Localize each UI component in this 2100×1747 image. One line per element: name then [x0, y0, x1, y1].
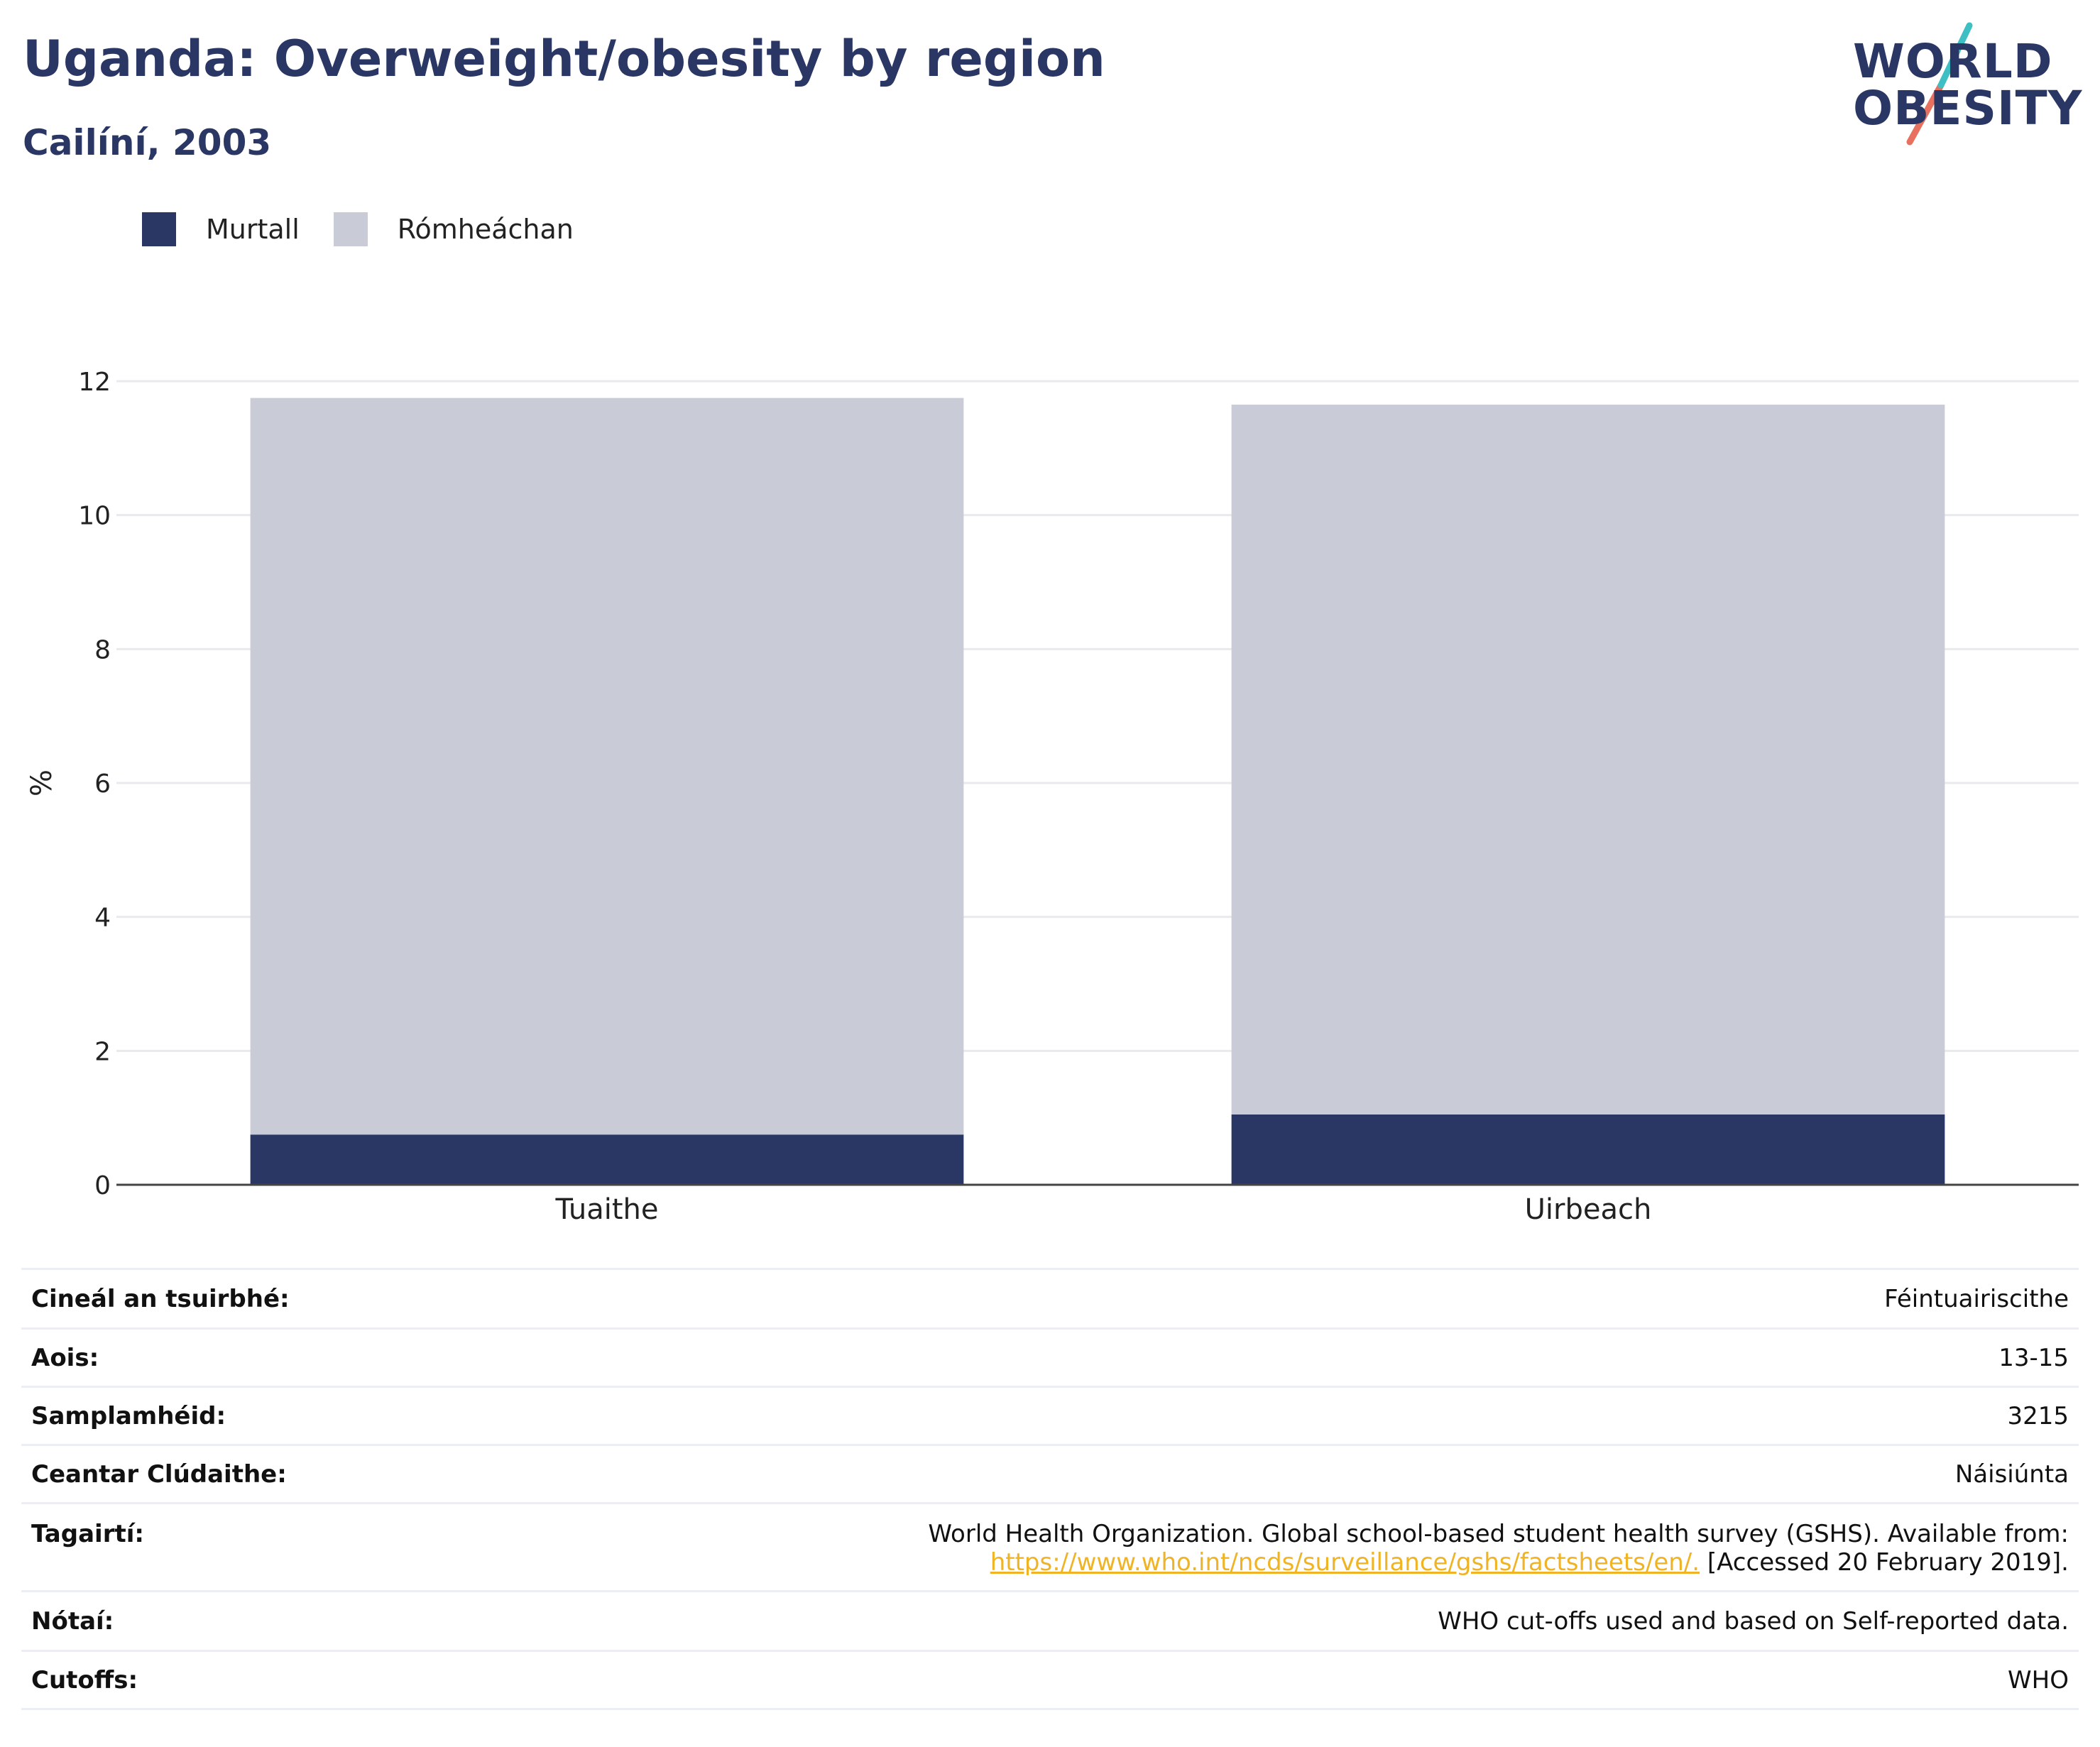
y-tick-label: 6 [94, 770, 111, 799]
info-row-survey-type: Cineál an tsuirbhé: Féintuairiscithe [21, 1268, 2079, 1329]
y-tick-label: 0 [94, 1171, 111, 1200]
info-key: Samplamhéid: [21, 1386, 420, 1445]
info-key: Aois: [21, 1327, 420, 1387]
logo-text-obesity: OBESITY [1853, 81, 2083, 136]
info-key: Tagairtí: [21, 1502, 420, 1592]
info-value: Féintuairiscithe [419, 1268, 2079, 1329]
reference-accessed: [Accessed 20 February 2019]. [1700, 1548, 2069, 1577]
info-value: Náisiúnta [419, 1444, 2079, 1504]
info-key: Nótaí: [21, 1590, 420, 1651]
bar-r-mhe-chan-uirbeach [1231, 405, 1945, 1115]
survey-info-table: Cineál an tsuirbhé: Féintuairiscithe Aoi… [21, 1268, 2079, 1710]
info-row-cutoffs: Cutoffs: WHO [21, 1650, 2079, 1710]
x-tick-label: Uirbeach [1525, 1193, 1652, 1226]
chart-legend: Murtall Rómheáchan [142, 212, 608, 247]
info-row-age: Aois: 13-15 [21, 1327, 2079, 1387]
info-key: Ceantar Clúdaithe: [21, 1444, 420, 1504]
info-key: Cineál an tsuirbhé: [21, 1268, 420, 1329]
world-obesity-logo: WORLD OBESITY [1853, 20, 2087, 148]
legend-item-murtall[interactable]: Murtall [142, 212, 300, 246]
info-row-notes: Nótaí: WHO cut-offs used and based on Se… [21, 1590, 2079, 1651]
info-value: 13-15 [419, 1327, 2079, 1387]
info-row-sample-size: Samplamhéid: 3215 [21, 1386, 2079, 1445]
info-value: WHO cut-offs used and based on Self-repo… [419, 1590, 2079, 1651]
bar-chart: 0 2 4 6 8 10 12% Tuaithe Uirbeach [26, 368, 2079, 1226]
y-tick-label: 4 [94, 904, 111, 933]
chart-subtitle: Cailíní, 2003 [23, 122, 272, 163]
y-axis-label: % [26, 770, 58, 796]
y-tick-label: 12 [78, 368, 111, 397]
logo-slash-icon [1906, 22, 1973, 146]
info-value: World Health Organization. Global school… [419, 1502, 2079, 1592]
y-tick-label: 2 [94, 1037, 111, 1066]
y-tick-label: 10 [78, 502, 111, 531]
reference-link[interactable]: https://www.who.int/ncds/surveillance/gs… [990, 1548, 1700, 1577]
info-key: Cutoffs: [21, 1650, 420, 1710]
info-row-area-covered: Ceantar Clúdaithe: Náisiúnta [21, 1444, 2079, 1504]
bar-murtall-tuaithe [250, 1134, 964, 1185]
reference-text: World Health Organization. Global school… [928, 1520, 2069, 1548]
legend-swatch-romheachan [333, 212, 368, 246]
legend-swatch-murtall [142, 212, 176, 246]
chart-title: Uganda: Overweight/obesity by region [23, 30, 1105, 88]
legend-label-romheachan: Rómheáchan [397, 214, 574, 245]
legend-item-romheachan[interactable]: Rómheáchan [333, 212, 574, 246]
logo-text-world: WORLD [1853, 34, 2053, 89]
y-tick-label: 8 [94, 635, 111, 664]
legend-label-murtall: Murtall [206, 214, 300, 245]
bar-murtall-uirbeach [1231, 1114, 1945, 1185]
x-tick-label: Tuaithe [555, 1193, 659, 1226]
info-value: 3215 [419, 1386, 2079, 1445]
info-value: WHO [419, 1650, 2079, 1710]
info-row-references: Tagairtí: World Health Organization. Glo… [21, 1502, 2079, 1592]
reference-line-2: https://www.who.int/ncds/surveillance/gs… [429, 1548, 2069, 1577]
bar-r-mhe-chan-tuaithe [250, 398, 964, 1135]
